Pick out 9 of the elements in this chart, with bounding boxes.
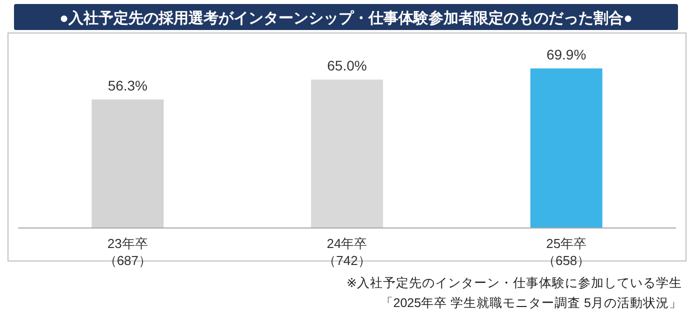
text: ※入社予定先のインターン・仕事体験に参加している学生 — [346, 276, 682, 290]
chart-title: ●入社予定先の採用選考がインターンシップ・仕事体験参加者限定のものだった割合● — [59, 9, 633, 27]
data-label: 69.9% — [546, 46, 586, 62]
data-label: 65.0% — [327, 58, 367, 74]
text: 「2025年卒 学生就職モニター調査 5月の活動状況」 — [380, 296, 682, 310]
x-tick-label: 23年卒（687） — [104, 236, 152, 268]
data-label: 56.3% — [108, 77, 148, 94]
x-tick-label: 24年卒（742） — [323, 236, 371, 268]
x-tick-label: 25年卒（658） — [542, 236, 590, 268]
